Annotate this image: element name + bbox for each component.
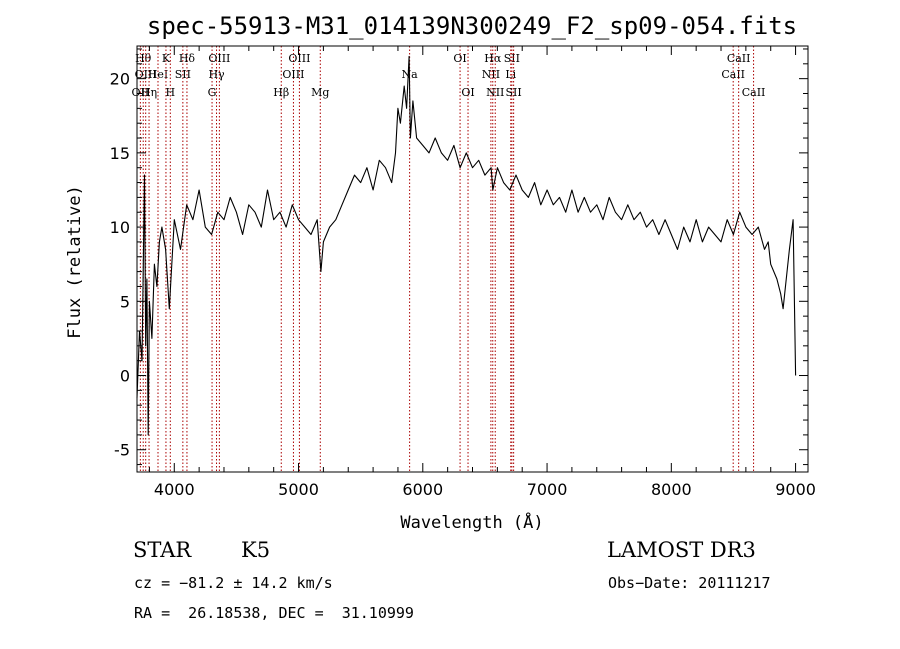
line-marker-label: Hδ [179, 52, 196, 65]
emission-line-markers: OII Hθ OIII Hη HeI K H SII Hδ G Hγ OIII Hβ OIII OIII Mg… [131, 46, 765, 472]
x-tick-label: 6000 [402, 480, 443, 499]
line-marker-label: Hγ [208, 68, 225, 81]
coordinates: RA = 26.18538, DEC = 31.10999 [134, 604, 414, 622]
observation-date: Obs−Date: 20111217 [608, 574, 771, 592]
line-marker-label: Hα [484, 52, 502, 65]
spectrum-line-group [136, 55, 797, 436]
x-axis-label: Wavelength (Å) [400, 511, 543, 533]
y-tick-label: 10 [110, 218, 130, 237]
line-marker-label: CaII [727, 52, 751, 65]
line-marker-label: OIII [208, 52, 230, 65]
x-tick-label: 5000 [278, 480, 319, 499]
y-tick-label: -5 [114, 441, 130, 460]
line-marker-label: OIII [288, 52, 310, 65]
line-marker-label: SII [504, 52, 520, 65]
line-marker-label: SII [506, 86, 522, 99]
x-tick-label: 9000 [775, 480, 816, 499]
spectrum-line [136, 55, 797, 436]
line-marker-label: OIII [282, 68, 304, 81]
line-marker-label: Mg [311, 86, 329, 99]
object-class: STAR [133, 538, 192, 562]
x-tick-label: 7000 [527, 480, 568, 499]
line-marker-label: H [166, 86, 176, 99]
redshift-cz: cz = −81.2 ± 14.2 km/s [134, 574, 333, 592]
line-marker-label: OIII [135, 68, 157, 81]
line-marker-label: G [208, 86, 217, 99]
y-axis-label: Flux (relative) [65, 185, 85, 339]
x-tick-label: 4000 [154, 480, 195, 499]
y-tick-label: 20 [110, 70, 130, 89]
line-marker-label: Hθ [135, 52, 152, 65]
line-marker-label: HeI [148, 68, 168, 81]
x-tick-label: 8000 [651, 480, 692, 499]
y-tick-label: 15 [110, 144, 130, 163]
x-axis: 4000 5000 6000 7000 8000 9000 [148, 46, 816, 499]
line-marker-label: OI [453, 52, 466, 65]
chart-title: spec-55913-M31_014139N300249_F2_sp09-054… [147, 12, 797, 40]
y-axis: -5 0 5 10 15 20 [110, 48, 808, 466]
line-marker-label: NII [482, 68, 500, 81]
survey-label: LAMOST DR3 [607, 538, 756, 562]
y-tick-label: 5 [120, 292, 130, 311]
line-marker-label: CaII [742, 86, 766, 99]
object-subclass: K5 [241, 538, 271, 562]
y-tick-label: 0 [120, 367, 130, 386]
line-marker-label: Hβ [273, 86, 289, 99]
line-marker-label: SII [175, 68, 191, 81]
line-marker-label: Hη [141, 86, 157, 99]
line-marker-label: Li [505, 68, 516, 81]
plot-frame [136, 45, 809, 473]
line-marker-label: K [162, 52, 171, 65]
line-marker-label: NII [486, 86, 504, 99]
line-marker-label: CaII [721, 68, 745, 81]
line-marker-label: OII [131, 86, 149, 99]
line-marker-label: OI [461, 86, 474, 99]
